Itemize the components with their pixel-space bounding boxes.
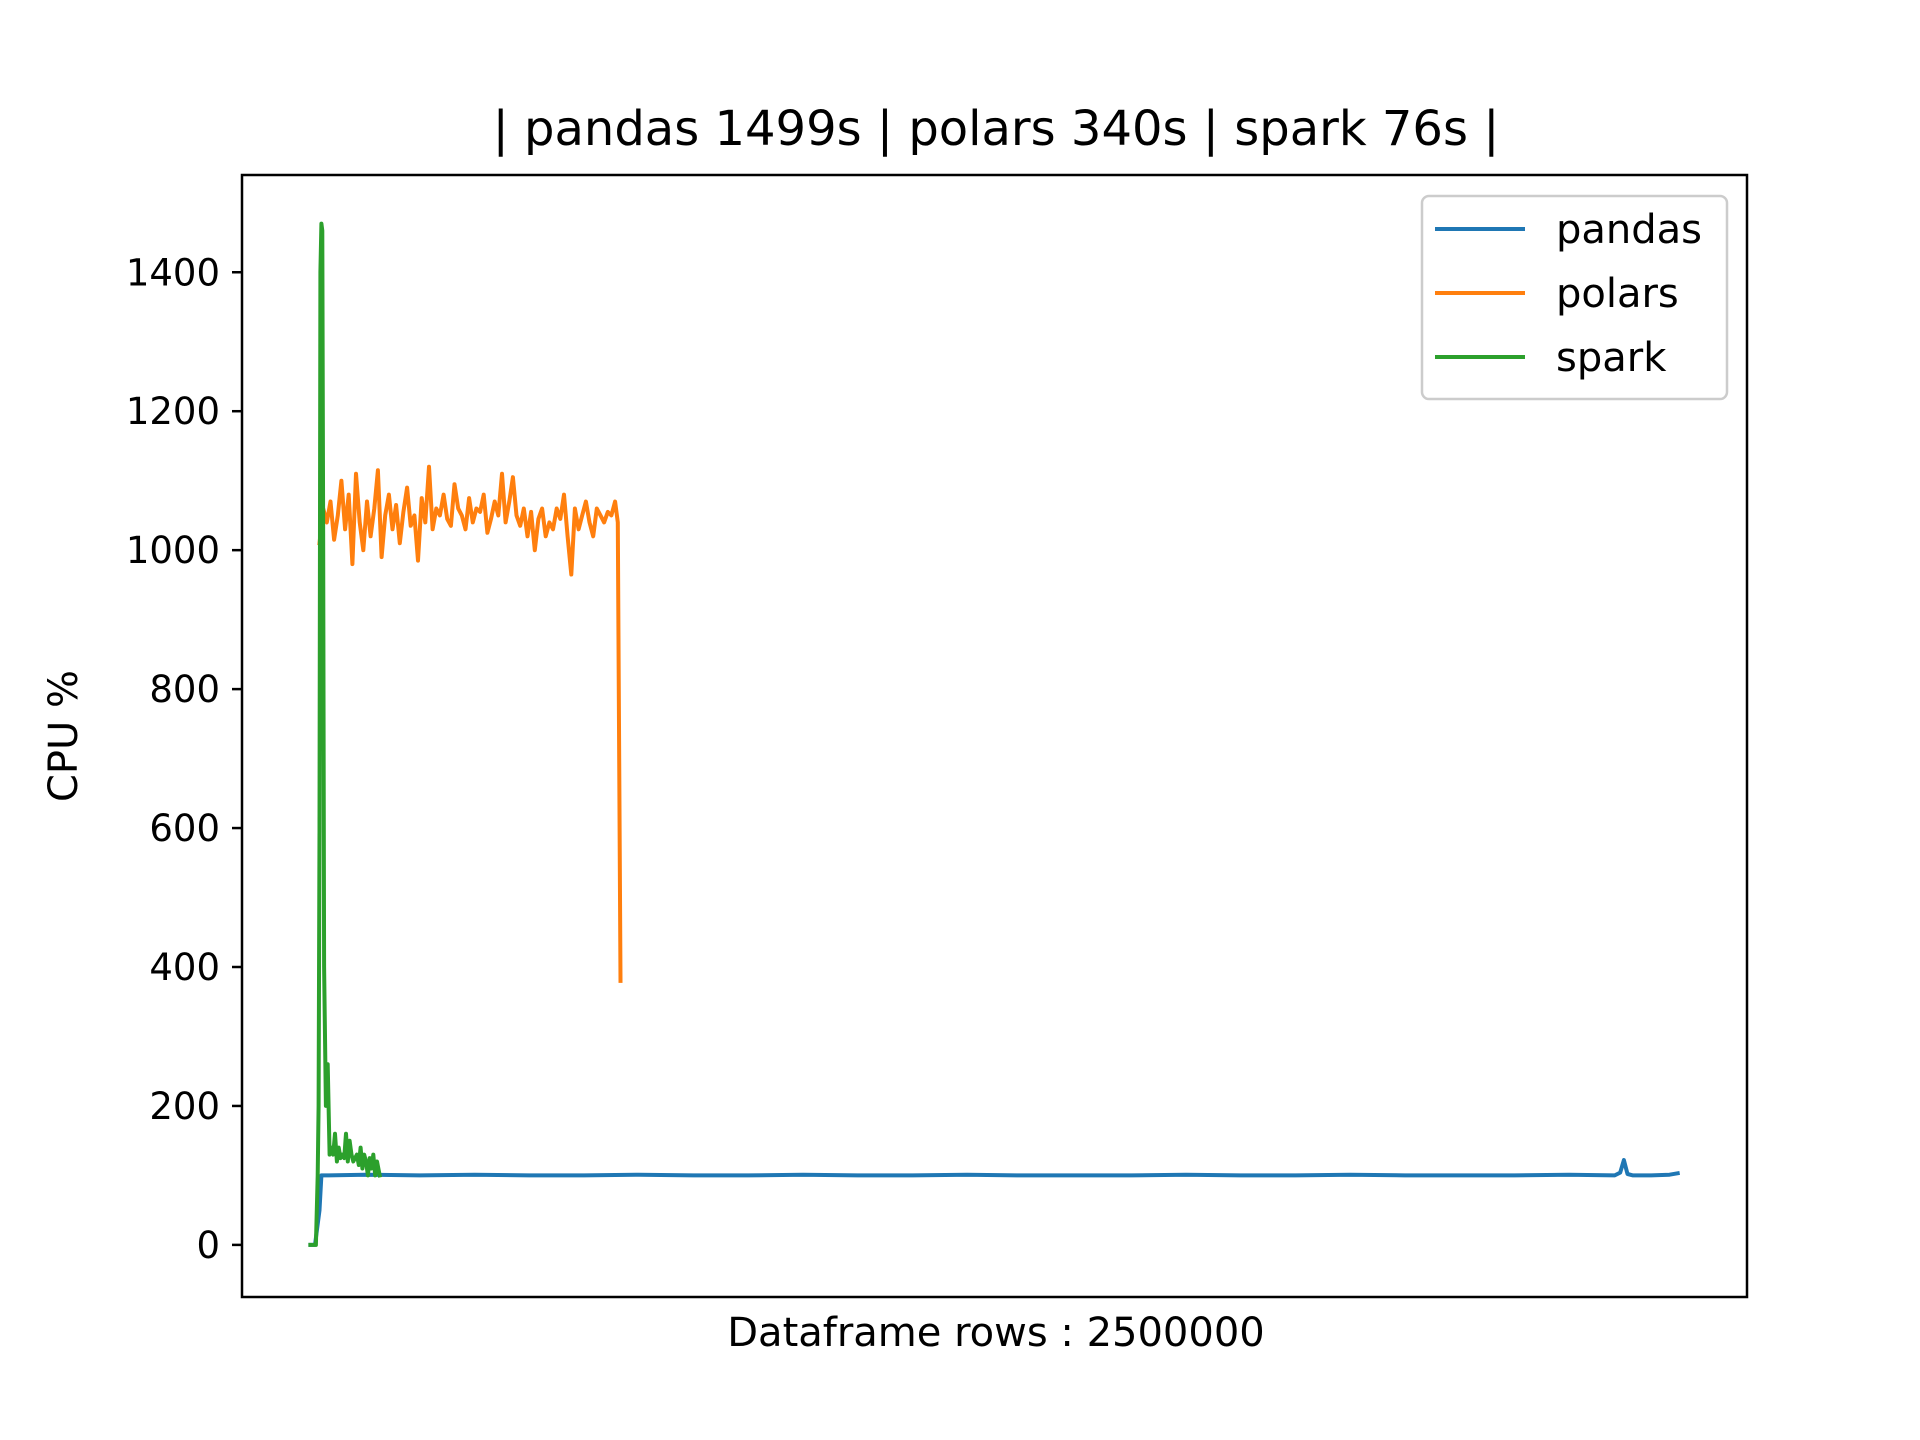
x-axis-label: Dataframe rows : 2500000 [727, 1310, 1264, 1356]
y-tick-label: 600 [149, 807, 220, 850]
legend: pandas polars spark [1420, 194, 1729, 401]
y-tick-label: 800 [149, 668, 220, 711]
legend-label-spark: spark [1556, 335, 1667, 381]
y-axis-label: CPU % [41, 670, 87, 802]
y-tick-label: 0 [196, 1224, 220, 1267]
plot-frame [240, 173, 1749, 1299]
chart-title: | pandas 1499s | polars 340s | spark 76s… [493, 101, 1500, 157]
legend-label-pandas: pandas [1556, 207, 1702, 253]
series-line-polars [317, 464, 623, 983]
y-ticks: 0 200 400 600 800 1000 1200 1400 [126, 251, 242, 1267]
y-tick-label: 1400 [126, 251, 220, 294]
y-tick-label: 1000 [126, 529, 220, 572]
series-line-pandas [308, 1158, 1681, 1247]
legend-label-polars: polars [1556, 271, 1679, 317]
y-tick-label: 1200 [126, 390, 220, 433]
y-tick-label: 200 [149, 1085, 220, 1128]
y-tick-label: 400 [149, 946, 220, 989]
series-layer [308, 221, 1681, 1247]
legend-box [1420, 194, 1729, 401]
series-line-spark [308, 221, 383, 1247]
